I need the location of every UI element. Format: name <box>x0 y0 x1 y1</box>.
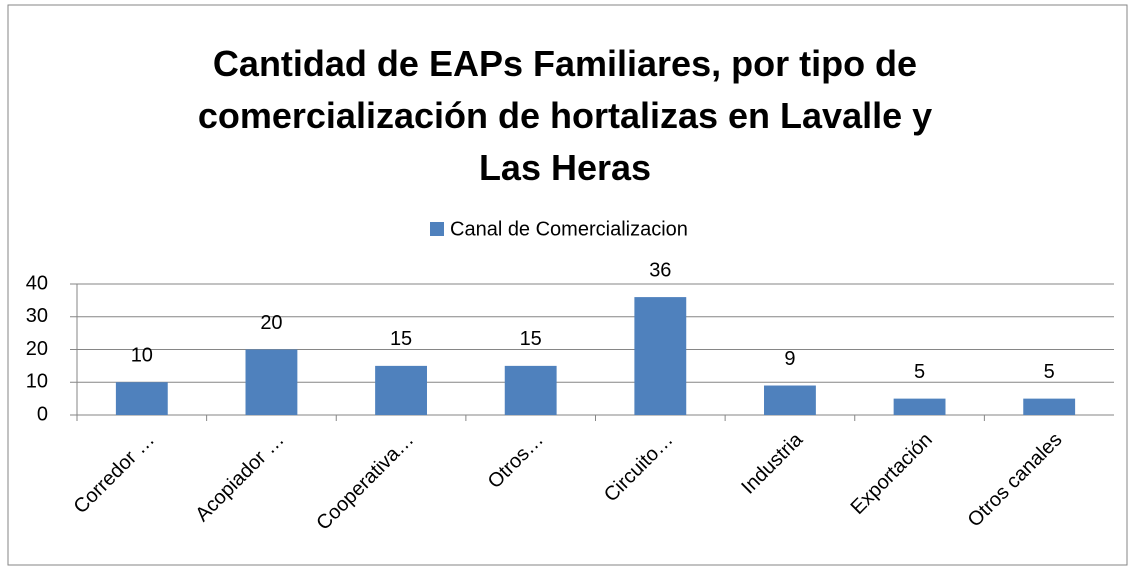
chart-frame <box>7 4 1128 566</box>
bar <box>245 349 298 415</box>
y-tick-label: 0 <box>37 403 48 425</box>
data-label: 20 <box>260 312 282 334</box>
data-label: 5 <box>1044 361 1055 383</box>
y-tick-label: 10 <box>26 371 48 393</box>
bar <box>1023 398 1076 415</box>
data-label: 15 <box>520 328 542 350</box>
bar <box>634 297 687 415</box>
y-tick-label: 40 <box>26 272 48 294</box>
data-label: 15 <box>390 328 412 350</box>
chart-title: Cantidad de EAPs Familiares, por tipo de… <box>197 43 933 188</box>
data-label: 36 <box>649 259 671 281</box>
data-label: 10 <box>131 345 153 367</box>
bar <box>115 382 168 415</box>
legend-swatch <box>430 222 444 236</box>
bar <box>375 365 427 415</box>
y-tick-label: 30 <box>26 305 48 327</box>
y-tick-label: 20 <box>26 338 48 360</box>
data-label: 5 <box>914 361 925 383</box>
bar <box>764 385 816 415</box>
bar <box>893 398 946 415</box>
bar <box>504 365 557 415</box>
legend-label: Canal de Comercializacion <box>450 218 688 240</box>
data-label: 9 <box>784 348 795 370</box>
